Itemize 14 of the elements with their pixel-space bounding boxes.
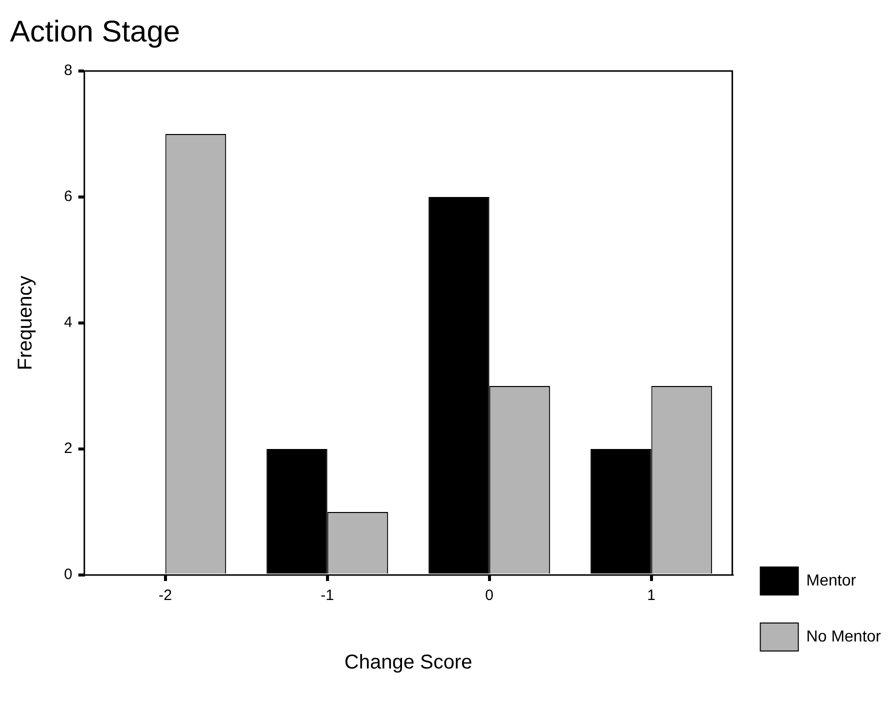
y-axis-title: Frequency <box>14 276 37 370</box>
chart-title: Action Stage <box>10 15 180 48</box>
y-tick-label: 8 <box>64 62 72 80</box>
y-tick-label: 6 <box>64 188 72 206</box>
y-tick-label: 2 <box>64 440 72 458</box>
x-tick-label: 0 <box>485 587 494 604</box>
legend-label: Mentor <box>806 572 857 590</box>
legend-label: No Mentor <box>806 628 882 646</box>
x-tick-label: -2 <box>158 587 172 604</box>
x-tick-label: 1 <box>647 587 656 604</box>
x-tick-label: -1 <box>320 587 334 604</box>
y-tick-label: 0 <box>64 566 72 584</box>
y-tick-label: 4 <box>64 314 72 332</box>
x-axis-title: Change Score <box>344 652 472 674</box>
